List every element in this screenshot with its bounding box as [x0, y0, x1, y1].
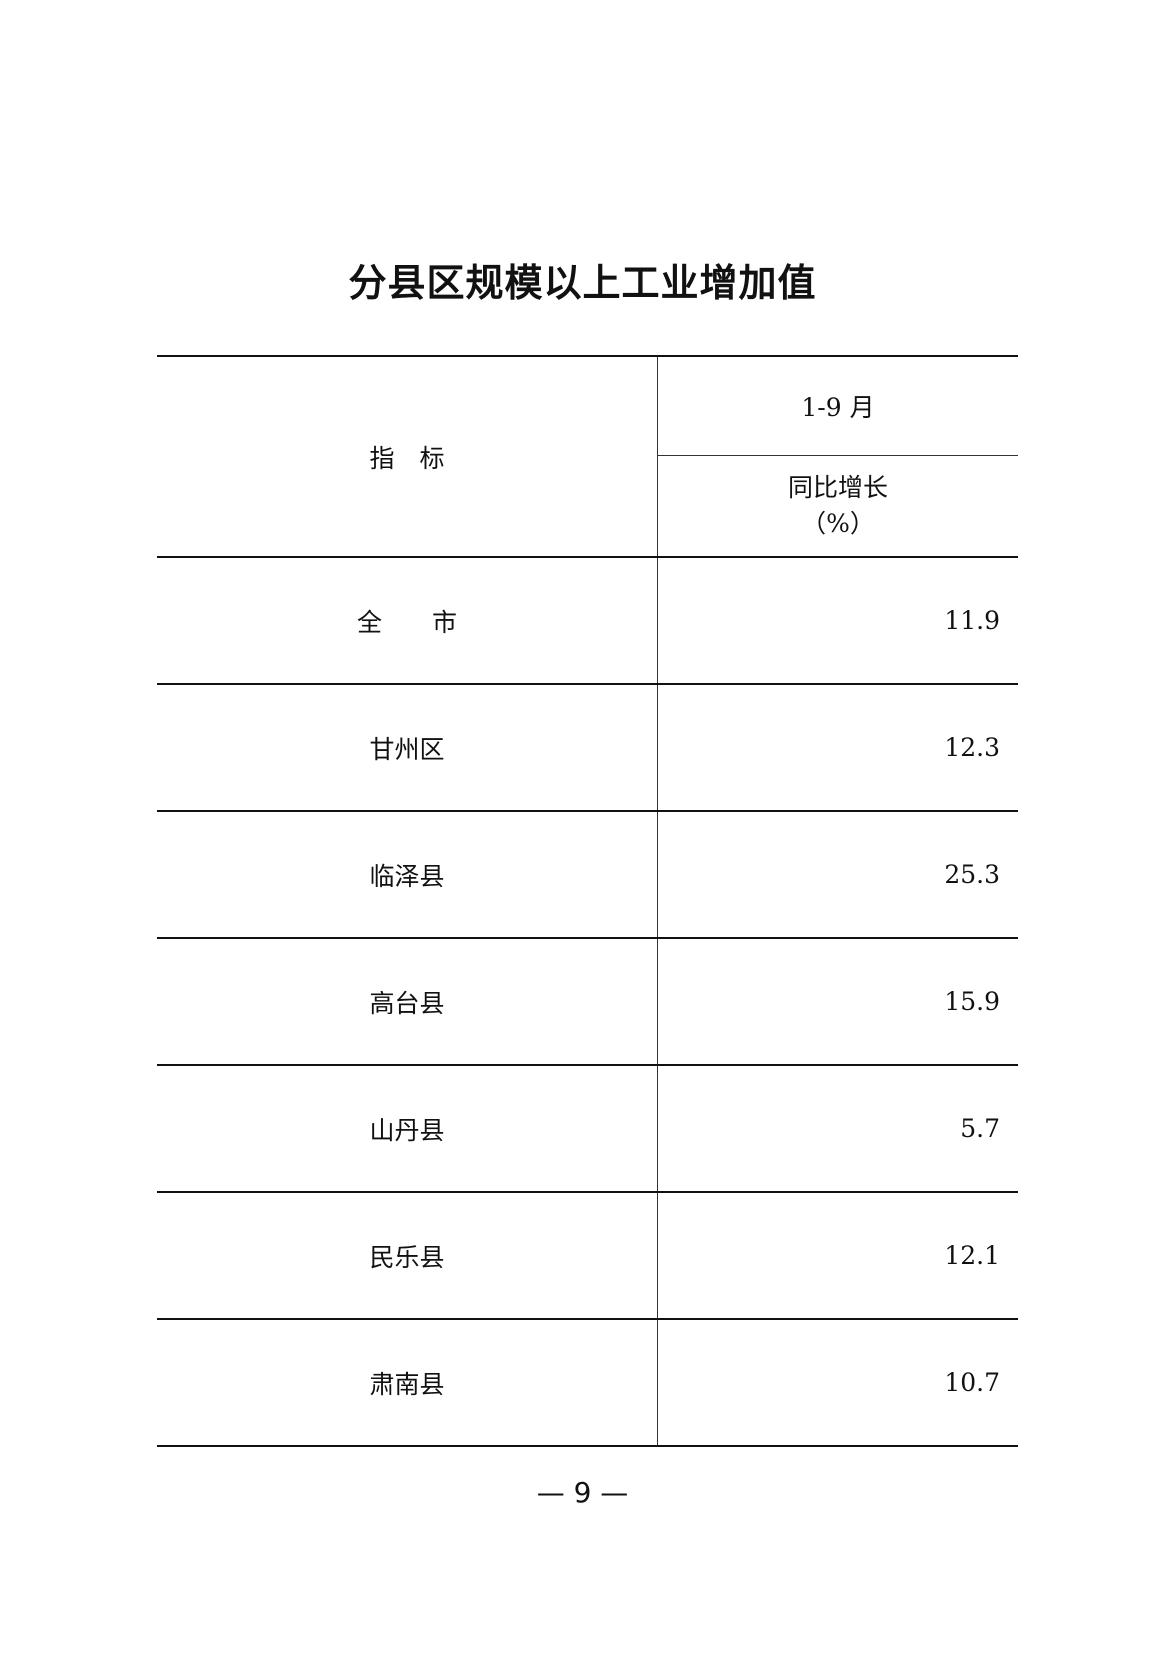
header-period: 1-9 月: [657, 355, 1018, 456]
header-metric: 同比增长 （%）: [657, 455, 1018, 557]
table-row: 临泽县 25.3: [157, 810, 1018, 938]
table-row: 肃南县 10.7: [157, 1318, 1018, 1447]
page-title: 分县区规模以上工业增加值: [348, 261, 817, 305]
row-name: 山丹县: [157, 1064, 658, 1192]
header-metric-label: 同比增长: [787, 473, 888, 502]
page-number: — 9 —: [536, 1476, 629, 1509]
table-row: 甘州区 12.3: [157, 683, 1018, 811]
row-value: 10.7: [657, 1318, 1018, 1447]
header-row-2: 同比增长 （%）: [157, 455, 1018, 557]
row-name: 高台县: [157, 937, 658, 1065]
header-row: 指 标 1-9 月: [157, 355, 1018, 557]
row-name: 全 市: [157, 556, 658, 684]
row-value: 25.3: [657, 810, 1018, 938]
row-name: 甘州区: [157, 683, 658, 811]
table-row: 民乐县 12.1: [157, 1191, 1018, 1319]
table-row: 高台县 15.9: [157, 937, 1018, 1065]
row-value: 15.9: [657, 937, 1018, 1065]
row-value: 12.1: [657, 1191, 1018, 1319]
row-value: 12.3: [657, 683, 1018, 811]
data-table: 指 标 1-9 月 同比增长 （%） 全 市 11.9 甘州区 12.3 临泽县 25…: [157, 355, 1018, 1447]
row-value: 5.7: [657, 1064, 1018, 1192]
row-value: 11.9: [657, 556, 1018, 684]
header-indicator: 指 标: [157, 355, 658, 557]
table-row: 全 市 11.9: [157, 556, 1018, 684]
row-name: 临泽县: [157, 810, 658, 938]
header-unit: （%）: [801, 509, 875, 538]
row-name: 肃南县: [157, 1318, 658, 1447]
table-row: 山丹县 5.7: [157, 1064, 1018, 1192]
row-name: 民乐县: [157, 1191, 658, 1319]
